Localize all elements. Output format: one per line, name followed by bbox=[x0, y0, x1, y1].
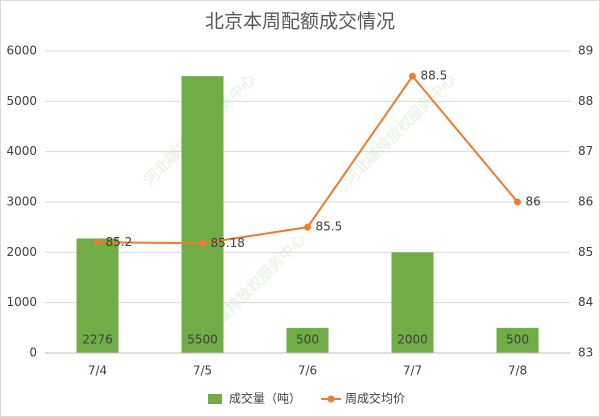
y-tick-label: 4000 bbox=[6, 144, 37, 158]
legend-label: 成交量（吨） bbox=[229, 391, 301, 406]
point-label: 88.5 bbox=[421, 69, 448, 83]
y2-tick-label: 89 bbox=[578, 44, 593, 58]
bar bbox=[76, 238, 119, 353]
y-tick-label: 0 bbox=[29, 346, 37, 360]
y-tick-label: 5000 bbox=[6, 94, 37, 108]
x-tick-label: 7/5 bbox=[193, 364, 212, 378]
bar bbox=[391, 252, 434, 353]
y2-tick-label: 83 bbox=[578, 346, 593, 360]
line-point bbox=[94, 238, 101, 246]
legend-swatch bbox=[327, 395, 335, 403]
y-tick-label: 6000 bbox=[6, 44, 37, 58]
y2-tick-label: 84 bbox=[578, 295, 593, 309]
x-tick-label: 7/8 bbox=[508, 364, 527, 378]
bar bbox=[496, 327, 539, 353]
chart-title: 北京本周配额成交情况 bbox=[205, 11, 395, 33]
line-point bbox=[304, 223, 311, 231]
legend-swatch bbox=[208, 394, 222, 404]
point-label: 86 bbox=[526, 195, 541, 209]
x-tick-label: 7/7 bbox=[403, 364, 422, 378]
y-tick-label: 3000 bbox=[6, 195, 37, 209]
y2-tick-label: 87 bbox=[578, 144, 593, 158]
legend-label: 周成交均价 bbox=[345, 391, 405, 406]
point-label: 85.5 bbox=[316, 220, 343, 234]
point-label: 85.2 bbox=[106, 235, 133, 249]
bar-label: 500 bbox=[296, 333, 319, 347]
y-tick-label: 1000 bbox=[6, 295, 37, 309]
bar-label: 2276 bbox=[82, 333, 113, 347]
y-tick-label: 2000 bbox=[6, 245, 37, 259]
x-tick-label: 7/6 bbox=[298, 364, 317, 378]
line-point bbox=[199, 239, 206, 247]
y2-tick-label: 86 bbox=[578, 195, 593, 209]
bar-label: 5500 bbox=[187, 333, 218, 347]
bar bbox=[181, 76, 224, 354]
y2-tick-label: 88 bbox=[578, 94, 593, 108]
bar-label: 2000 bbox=[397, 333, 428, 347]
line-point bbox=[409, 72, 416, 80]
y2-tick-label: 85 bbox=[578, 245, 593, 259]
line-point bbox=[514, 198, 521, 206]
bar-label: 500 bbox=[506, 333, 529, 347]
bar bbox=[286, 327, 329, 353]
x-tick-label: 7/4 bbox=[88, 364, 107, 378]
point-label: 85.18 bbox=[211, 236, 245, 250]
